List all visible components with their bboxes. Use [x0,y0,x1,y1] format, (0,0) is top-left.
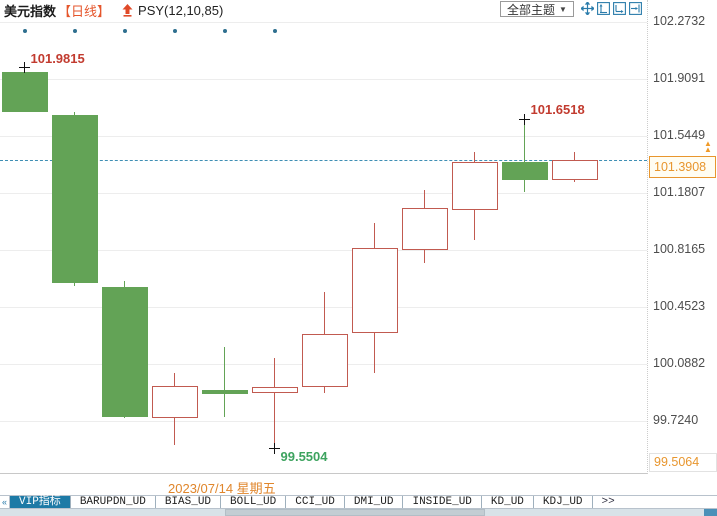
candle[interactable] [351,248,398,333]
axis-tick-label: 101.9091 [653,71,706,85]
header: 美元指数 【日线】 PSY(12,10,85) 全部主题 ▼ [0,0,717,19]
gridline [0,307,647,308]
candle[interactable] [501,162,548,180]
axis-tick-label: 100.8165 [653,242,706,256]
tab-dmi_ud[interactable]: DMI_UD [344,496,404,508]
price-up-arrow-icon: ▲ ▲ [704,139,712,154]
psy-dot-marker [22,29,27,33]
h-scrollbar[interactable] [0,509,717,516]
candle[interactable] [101,287,148,418]
indicator-label: PSY(12,10,85) [138,3,224,18]
price-axis: ▲ ▲ 101.3908 99.5064 102.2732 101.9091 101.… [647,0,717,474]
psy-dot-marker [122,29,127,33]
scale-x-axis-icon[interactable] [612,1,626,15]
tab-inside_ud[interactable]: INSIDE_UD [403,496,482,508]
tab-kd_ud[interactable]: KD_UD [481,496,534,508]
indicator-up-arrow-icon [122,4,133,17]
theme-dropdown-label: 全部主题 [507,2,556,17]
tab-vip-[interactable]: VIP指标 [10,496,71,508]
gridline [0,193,647,194]
indicator-tabbar: « VIP指标 BARUPDN_UD BIAS_UD BOLL_UD CCI_UD DMI… [0,495,717,509]
gridline [0,22,647,23]
axis-tick-label: 101.5449 [653,128,706,142]
psy-dot-marker [72,29,77,33]
tab-kdj_ud[interactable]: KDJ_UD [533,496,593,508]
candle-wick [524,119,525,193]
annotation-cross-marker [519,113,530,125]
annotation-price-label: 101.9815 [30,50,85,66]
chevron-down-icon: ▼ [559,4,567,14]
tab-bias_ud[interactable]: BIAS_UD [155,496,222,508]
date-row: 2023/07/14 星期五 [0,475,717,496]
annotation-price-label: 101.6518 [530,102,585,118]
axis-tick-label: 99.7240 [653,413,699,427]
symbol-name: 美元指数 [4,4,57,19]
candle[interactable] [151,386,198,418]
current-price-label: 101.3908 [649,156,716,178]
psy-dot-marker [172,29,177,33]
candle[interactable] [551,160,598,180]
candle[interactable] [1,72,48,113]
axis-tick-label: 100.4523 [653,299,706,313]
go-to-latest-icon[interactable] [628,1,642,15]
psy-dot-marker [272,29,277,33]
candle[interactable] [451,162,498,211]
tab--[interactable]: >> [592,496,624,508]
annotation-cross-marker [19,62,30,74]
psy-dot-marker [222,29,227,33]
tab-scroll-left-icon[interactable]: « [0,496,10,508]
current-price-line [0,160,647,161]
axis-tick-label: 100.0882 [653,356,706,370]
scale-y-axis-icon[interactable] [596,1,610,15]
candle[interactable] [251,387,298,394]
date-label: 2023/07/14 星期五 [168,481,276,496]
scrollbar-corner-button[interactable] [704,509,717,516]
pan-icon[interactable] [580,1,594,15]
axis-tick-label: 101.1807 [653,185,706,199]
period-label: 【日线】 [58,4,111,19]
candle[interactable] [201,390,248,395]
theme-dropdown[interactable]: 全部主题 ▼ [500,1,574,17]
gridline [0,136,647,137]
tab-cci_ud[interactable]: CCI_UD [286,496,345,508]
gridline [0,250,647,251]
gridline [0,79,647,80]
tab-barupdn_ud[interactable]: BARUPDN_UD [70,496,156,508]
candle[interactable] [51,115,98,283]
annotation-price-label: 99.5504 [280,449,328,465]
candle[interactable] [301,334,348,388]
axis-tick-label: 102.2732 [653,14,706,28]
candle-wick [274,357,275,449]
scrollbar-thumb[interactable] [225,509,485,516]
annotation-cross-marker [269,442,280,454]
tab-boll_ud[interactable]: BOLL_UD [221,496,287,508]
plot-area[interactable]: 101.9815 101.6518 99.5504 [0,0,647,474]
candle[interactable] [401,208,448,251]
lowest-price-label: 99.5064 [649,453,717,472]
candle-wick [224,347,225,418]
gridline [0,421,647,422]
